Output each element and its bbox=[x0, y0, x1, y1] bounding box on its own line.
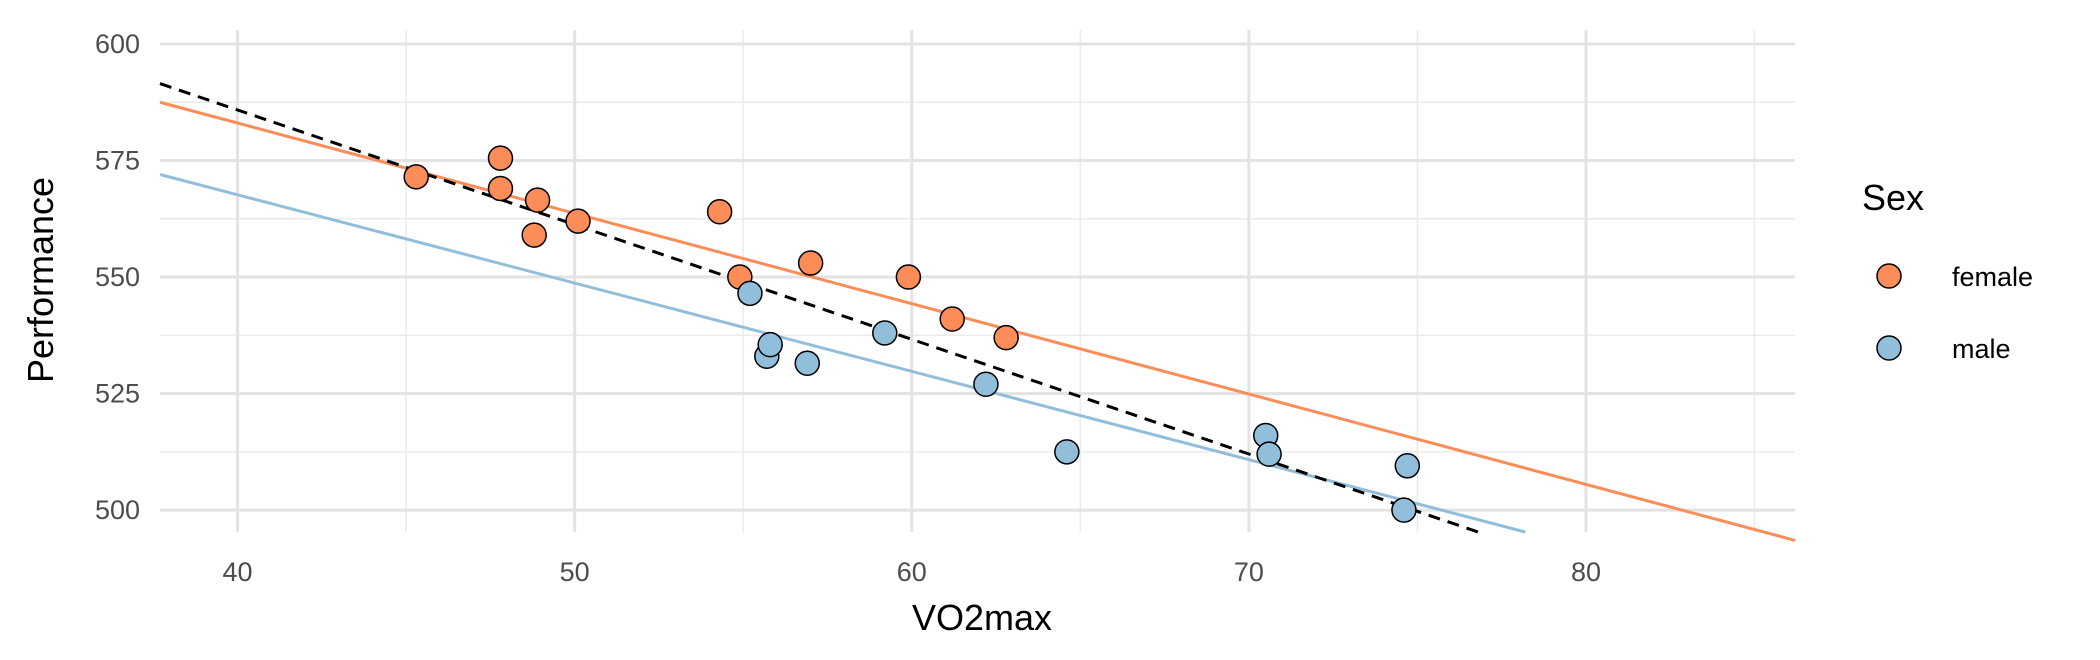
point-female bbox=[939, 306, 965, 332]
legend-label-male: male bbox=[1952, 334, 2011, 364]
point-male bbox=[872, 320, 898, 346]
x-axis-title: VO2max bbox=[912, 597, 1052, 638]
y-tick-label: 550 bbox=[95, 262, 140, 292]
y-axis-title: Performance bbox=[20, 177, 61, 383]
legend-label-female: female bbox=[1952, 262, 2033, 292]
fit-line-male bbox=[159, 173, 1526, 534]
point-female bbox=[524, 187, 551, 213]
overall-fit-line bbox=[159, 82, 1479, 534]
legend-key-female bbox=[1876, 263, 1902, 289]
point-male bbox=[973, 371, 999, 397]
legend-key-male bbox=[1876, 335, 1902, 361]
y-tick-label: 575 bbox=[95, 146, 140, 176]
x-tick-label: 70 bbox=[1234, 557, 1264, 587]
y-tick-label: 500 bbox=[95, 495, 140, 525]
point-female bbox=[487, 175, 514, 202]
data-points bbox=[403, 145, 1421, 523]
point-male bbox=[737, 280, 763, 307]
point-male bbox=[757, 331, 783, 358]
y-tick-label: 600 bbox=[95, 29, 140, 59]
point-female bbox=[403, 164, 429, 190]
point-male bbox=[1391, 497, 1417, 523]
point-female bbox=[706, 199, 733, 225]
x-tick-label: 40 bbox=[223, 557, 253, 587]
legend-items: female male bbox=[1876, 262, 2033, 364]
x-tick-label: 80 bbox=[1571, 557, 1601, 587]
y-axis-ticks: 500 525 550 575 600 bbox=[95, 29, 140, 525]
point-female bbox=[565, 208, 591, 234]
point-female bbox=[487, 145, 514, 171]
point-female bbox=[521, 222, 547, 248]
x-axis-ticks: 40 50 60 70 80 bbox=[223, 557, 1602, 587]
y-tick-label: 525 bbox=[95, 379, 140, 409]
x-tick-label: 50 bbox=[560, 557, 590, 587]
point-male bbox=[1394, 453, 1421, 479]
legend: Sex female male bbox=[1862, 177, 2033, 364]
legend-title: Sex bbox=[1862, 177, 1924, 218]
x-tick-label: 60 bbox=[897, 557, 927, 587]
fit-lines bbox=[159, 82, 1796, 542]
point-male bbox=[794, 350, 821, 377]
point-male bbox=[1256, 441, 1282, 467]
minor-gridlines bbox=[160, 30, 1795, 532]
point-male bbox=[1054, 439, 1080, 465]
fit-line-female bbox=[159, 100, 1796, 542]
major-gridlines bbox=[160, 30, 1795, 532]
point-female bbox=[993, 324, 1019, 351]
point-female bbox=[895, 264, 922, 290]
point-female bbox=[797, 250, 824, 276]
